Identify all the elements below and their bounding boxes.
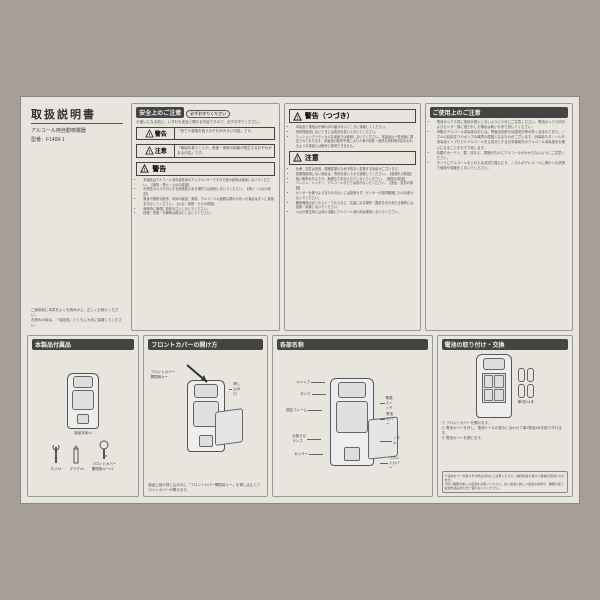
panel-usage: ご使用上のご注意 電池ボックス内に液体が浸入しないように十分にご注意ください。電… xyxy=(425,103,573,331)
names-diagram: キャップ タンク 固定フレーム お知らせ ランプ センサー 電源スイッチ 電池カ… xyxy=(330,378,374,466)
panel-parts: 本製品付属品 製品本体×1 ネジ×4 xyxy=(27,335,139,498)
battery-diagram: 単2形×4本 xyxy=(476,354,534,418)
warning-triangle-icon: ! xyxy=(145,129,154,138)
safety-badge: 必ずお守りください xyxy=(186,110,230,118)
panel-open-cover: フロントカバーの開け方 フロントカバー 開閉用キー xyxy=(143,335,267,498)
warning-section-header: ! 警告 xyxy=(136,162,274,176)
parts-header: 本製品付属品 xyxy=(32,339,134,350)
screw-icon xyxy=(51,445,61,465)
caution-bullets: 仕様、意匠は改良、規格変更のため予告なく変更する場合がございます。 長期間使用し… xyxy=(289,167,416,215)
battery-steps: ① フロントカバーを開けます。 ② 電池カバーを外し、電池ケースの表示に合わせて… xyxy=(442,421,569,441)
usage-header: ご使用上のご注意 xyxy=(430,107,568,118)
battery-note: ※電池カバーを取り外す際は方向にご注意ください。開閉を繰り返すと破損の原因になり… xyxy=(442,471,569,493)
panel-title: 取扱説明書 アルコール用自動噴霧器 型番：F1409-1 ご使用前に本書をよくお… xyxy=(27,103,127,331)
open-header: フロントカバーの開け方 xyxy=(148,339,262,350)
warning-cont-bullets: 本製品と電池は子様の手の届かないところに保管してください。 長時間使用しないとき… xyxy=(289,125,416,149)
open-diagram: フロントカバー 開閉用キー 押し込み口 xyxy=(187,380,225,452)
caution-section-header: ! 注意 xyxy=(289,151,416,165)
panel-safety-continued: ! 警告（つづき） 本製品と電池は子様の手の届かないところに保管してください。 … xyxy=(284,103,421,331)
caution-definition: !注意 「軽傷を負うことや、財産・家財の損害が発生するおそれがある内容」です。 xyxy=(136,144,274,158)
batteries-icon xyxy=(518,368,534,398)
panel-battery: 電池の取り付け・交換 xyxy=(437,335,574,498)
open-caption: 製品上部の押し込み口に「フロントカバー開閉用キー」を挿し込むとフロントカバーが開… xyxy=(148,483,262,493)
names-header: 各部名称 xyxy=(277,339,428,350)
safety-lead: お使いになる前に、いずれも安全に関する内容ですので、必ずお守りください。 xyxy=(136,120,274,125)
safety-header: 安全上のご注意 xyxy=(136,107,184,118)
battery-header: 電池の取り付け・交換 xyxy=(442,339,569,350)
warning-definition: !警告 「死亡や重傷を負うおそれが大きい内容」です。 xyxy=(136,127,274,140)
intro-text: ご使用前に本書をよくお読みの上、正しくお使いください。 お読みの後は、「保証書」… xyxy=(31,308,123,328)
doc-title: 取扱説明書 xyxy=(31,106,123,124)
usage-bullets: 電池ボックス内に液体が浸入しないように十分にご注意ください。電池ボックス内および… xyxy=(430,120,568,171)
row-bottom: 本製品付属品 製品本体×1 ネジ×4 xyxy=(27,335,573,498)
warning-bullets: 本製品はアルコール消毒液専用のディスペンサーですので他の液体は使用しないでくださ… xyxy=(136,178,274,216)
insert-arrow-icon xyxy=(177,360,237,390)
model-number: 型番：F1409-1 xyxy=(31,136,123,143)
caution-triangle-icon: ! xyxy=(145,146,154,155)
instruction-sheet: 取扱説明書 アルコール用自動噴霧器 型番：F1409-1 ご使用前に本書をよくお… xyxy=(20,96,580,504)
product-body-icon xyxy=(67,373,99,429)
key-icon xyxy=(97,440,111,460)
plug-icon xyxy=(71,445,81,465)
product-name: アルコール用自動噴霧器 xyxy=(31,127,123,134)
parts-diagram: 製品本体×1 ネジ×4 プラグ×4 フロントカバー xyxy=(50,373,116,472)
panel-part-names: 各部名称 キャップ タンク 固定フレーム お知らせ ランプ センサー xyxy=(272,335,433,498)
panel-safety: 安全上のご注意 必ずお守りください お使いになる前に、いずれも安全に関する内容で… xyxy=(131,103,279,331)
row-top: 取扱説明書 アルコール用自動噴霧器 型番：F1409-1 ご使用前に本書をよくお… xyxy=(27,103,573,331)
warning-cont-header: ! 警告（つづき） xyxy=(289,109,416,123)
